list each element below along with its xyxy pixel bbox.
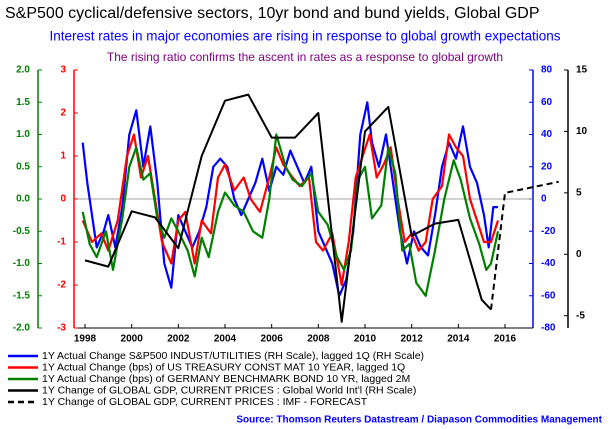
y-tick-label: 0	[576, 249, 582, 260]
x-tick-label: 2016	[494, 334, 517, 345]
x-tick-label: 2012	[401, 334, 424, 345]
y-tick-label: 3	[60, 65, 66, 76]
y-tick-label: -3	[57, 323, 66, 334]
annotation: The rising ratio confirms the ascent in …	[107, 50, 503, 64]
y-tick-label: 0	[60, 194, 66, 205]
series-line	[84, 93, 492, 323]
chart-title: S&P500 cyclical/defensive sectors, 10yr …	[5, 5, 540, 22]
y-tick-label: 1.5	[16, 97, 30, 108]
y-tick-label: -1.5	[13, 290, 31, 301]
y-tick-label: 60	[541, 97, 553, 108]
y-tick-label: -5	[576, 310, 585, 321]
y-tick-label: -2.0	[13, 323, 31, 334]
y-tick-label: 20	[541, 161, 553, 172]
y-tick-label: 0	[541, 194, 547, 205]
y-tick-label: 0.0	[16, 194, 30, 205]
y-tick-label: -60	[541, 290, 556, 301]
y-tick-label: 1.0	[16, 129, 30, 140]
y-tick-label: 40	[541, 129, 553, 140]
legend-label: 1Y Actual Change (bps) of US TREASURY CO…	[42, 361, 405, 373]
y-tick-label: -1.0	[13, 258, 31, 269]
y-tick-label: -0.5	[13, 226, 31, 237]
x-tick-label: 2008	[307, 334, 330, 345]
y-tick-label: 10	[576, 126, 588, 137]
x-tick-label: 2006	[261, 334, 284, 345]
legend-label: 1Y Change of GLOBAL GDP, CURRENT PRICES …	[42, 396, 368, 408]
y-tick-label: 0.5	[16, 161, 30, 172]
x-tick-label: 2004	[214, 334, 237, 345]
y-tick-label: 1	[60, 151, 66, 162]
source: Source: Thomson Reuters Datastream / Dia…	[236, 415, 602, 426]
y-tick-label: 80	[541, 65, 553, 76]
legend-label: 1Y Change of GLOBAL GDP, CURRENT PRICES …	[42, 384, 416, 396]
y-tick-label: 15	[576, 65, 588, 76]
y-tick-label: -2	[57, 280, 66, 291]
x-tick-label: 2010	[354, 334, 377, 345]
y-tick-label: -80	[541, 323, 556, 334]
series-line	[81, 101, 498, 297]
series-line	[490, 180, 559, 310]
y-tick-label: 2	[60, 108, 66, 119]
y-tick-label: -1	[57, 237, 66, 248]
legend-label: 1Y Actual Change (bps) of GERMANY BENCHM…	[42, 373, 410, 385]
y-tick-label: 5	[576, 187, 582, 198]
x-tick-label: 2014	[447, 334, 470, 345]
x-tick-label: 2000	[121, 334, 144, 345]
x-tick-label: 1998	[74, 334, 97, 345]
chart-subtitle: Interest rates in major economies are ri…	[49, 29, 560, 44]
y-tick-label: -40	[541, 258, 556, 269]
x-tick-label: 2002	[167, 334, 190, 345]
series-line	[81, 133, 500, 297]
y-tick-label: -20	[541, 226, 556, 237]
legend-label: 1Y Actual Change S&P500 INDUST/UTILITIES…	[42, 350, 424, 362]
y-tick-label: 2.0	[16, 65, 30, 76]
